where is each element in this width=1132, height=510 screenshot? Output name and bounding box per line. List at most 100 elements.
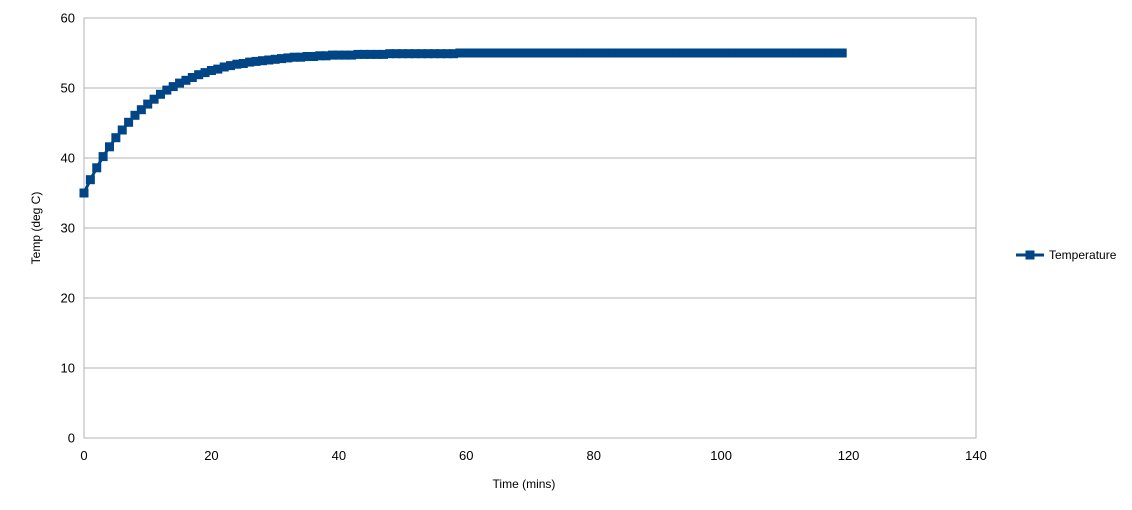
y-tick-label: 10 [61, 361, 75, 376]
y-tick-label: 0 [68, 431, 75, 446]
data-point-marker [92, 163, 102, 173]
data-point-marker [85, 175, 95, 185]
data-point-marker [824, 48, 834, 58]
data-point-marker [130, 110, 140, 120]
data-point-marker [175, 78, 185, 88]
x-axis-tick-labels: 0 20 40 60 80 100 120 140 [80, 448, 986, 463]
data-point-marker [257, 56, 267, 66]
data-point-marker [468, 48, 478, 58]
data-point-marker [168, 82, 178, 92]
legend-label-temperature: Temperature [1049, 248, 1117, 262]
x-tick-label: 100 [710, 448, 732, 463]
data-point-marker [372, 49, 382, 59]
data-point-marker [512, 48, 522, 58]
data-point-marker [270, 54, 280, 64]
data-point-marker [525, 48, 535, 58]
data-point-marker [799, 48, 809, 58]
data-point-marker [442, 49, 452, 59]
data-point-marker [793, 48, 803, 58]
data-point-marker [773, 48, 783, 58]
data-point-marker [614, 48, 624, 58]
data-point-marker [716, 48, 726, 58]
data-point-marker [474, 48, 484, 58]
x-tick-label: 80 [586, 448, 600, 463]
data-point-marker [321, 51, 331, 61]
data-point-marker [79, 188, 89, 198]
data-point-marker [703, 48, 713, 58]
data-point-marker [143, 99, 153, 109]
data-point-marker [493, 48, 503, 58]
data-point-marker [436, 49, 446, 59]
plot-area [83, 17, 977, 439]
data-point-marker [665, 48, 675, 58]
data-point-marker [404, 49, 414, 59]
data-point-marker [723, 48, 733, 58]
data-point-marker [232, 59, 242, 69]
data-point-marker [302, 52, 312, 61]
data-point-marker [786, 48, 796, 58]
x-tick-label: 140 [965, 448, 987, 463]
data-point-marker [417, 49, 427, 59]
data-point-marker [697, 48, 707, 58]
data-point-marker [563, 48, 573, 58]
data-point-marker [582, 48, 592, 58]
data-point-marker [640, 48, 650, 58]
data-point-marker [767, 48, 777, 58]
y-tick-label: 50 [61, 81, 75, 96]
legend-marker-swatch [1025, 250, 1035, 260]
data-point-marker [219, 62, 229, 72]
x-tick-label: 60 [459, 448, 473, 463]
data-point-marker [684, 48, 694, 58]
data-point-marker [410, 49, 420, 59]
data-point-marker [538, 48, 548, 58]
y-tick-label: 30 [61, 221, 75, 236]
data-point-marker [837, 48, 847, 58]
data-point-marker [754, 48, 764, 58]
data-point-marker [691, 48, 701, 58]
data-point-marker [557, 48, 567, 58]
data-point-marker [570, 48, 580, 58]
data-point-marker [366, 49, 376, 59]
data-point-marker [818, 48, 828, 58]
legend: Temperature [1016, 248, 1117, 262]
x-tick-label: 40 [332, 448, 346, 463]
data-point-marker [162, 85, 172, 95]
x-tick-label: 0 [80, 448, 87, 463]
data-point-marker [735, 48, 745, 58]
data-point-marker [124, 117, 134, 127]
data-point-marker [187, 73, 197, 82]
data-point-marker [678, 48, 688, 58]
data-point-marker [385, 49, 395, 59]
data-point-marker [206, 66, 216, 75]
data-point-marker [761, 48, 771, 58]
data-point-marker [283, 53, 293, 63]
data-point-marker [213, 64, 223, 74]
data-point-marker [117, 125, 127, 135]
data-point-marker [506, 48, 516, 58]
data-point-marker [194, 70, 204, 80]
data-point-marker [289, 52, 299, 62]
data-point-marker [327, 50, 337, 60]
data-point-marker [226, 61, 236, 71]
data-point-marker [308, 52, 318, 61]
data-point-marker [111, 133, 121, 143]
data-point-marker [429, 49, 439, 59]
data-point-marker [181, 75, 191, 85]
data-point-marker [487, 48, 497, 58]
data-point-marker [398, 49, 408, 59]
data-point-marker [245, 57, 255, 67]
data-point-marker [595, 48, 605, 58]
y-axis-tick-labels: 0 10 20 30 40 50 60 [61, 11, 75, 446]
data-point-marker [729, 48, 739, 58]
data-point-marker [576, 48, 586, 58]
data-point-marker [104, 142, 114, 152]
y-axis-title: Temp (deg C) [29, 192, 43, 265]
y-tick-label: 40 [61, 151, 75, 166]
data-point-marker [378, 49, 388, 59]
x-axis-title: Time (mins) [493, 477, 556, 491]
data-point-marker [359, 49, 369, 59]
data-point-marker [831, 48, 841, 58]
data-point-marker [531, 48, 541, 58]
data-point-marker [251, 56, 261, 66]
